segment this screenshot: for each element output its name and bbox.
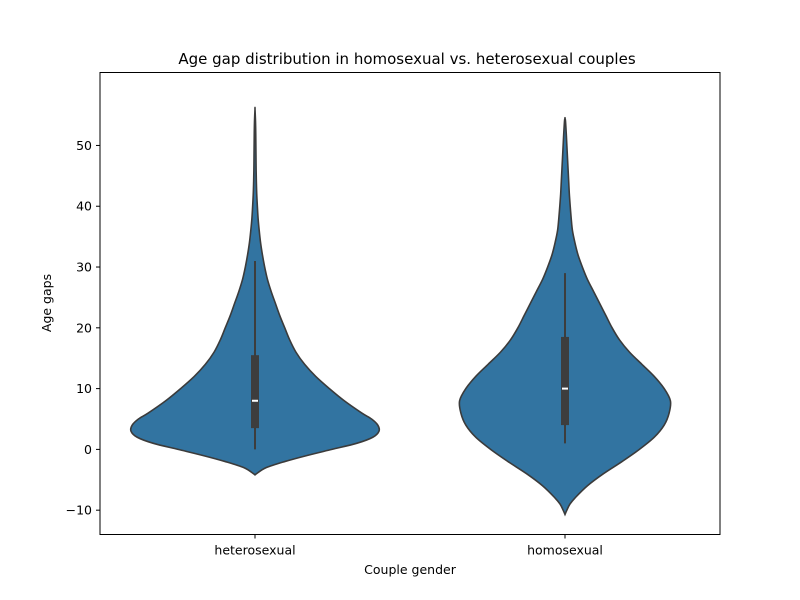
chart-title: Age gap distribution in homosexual vs. h… xyxy=(178,50,635,68)
y-tick-label: 0 xyxy=(84,442,92,457)
median-marker xyxy=(562,387,568,390)
violins-group xyxy=(129,106,672,517)
violin-homosexual xyxy=(458,116,672,517)
x-tick-label: heterosexual xyxy=(214,543,295,558)
median-marker xyxy=(252,399,258,402)
plot-frame xyxy=(99,72,721,535)
y-tick-label: 40 xyxy=(76,199,92,214)
x-axis-label: Couple gender xyxy=(364,562,457,577)
y-axis: −10 0 10 20 30 40 50 xyxy=(66,138,100,518)
y-tick-label: 10 xyxy=(76,381,92,396)
y-axis-label: Age gaps xyxy=(39,274,54,332)
violin-heterosexual xyxy=(129,106,381,476)
y-tick-label: 50 xyxy=(76,138,92,153)
iqr-box xyxy=(251,355,259,429)
iqr-box xyxy=(561,336,569,426)
x-axis: heterosexual homosexual xyxy=(214,534,603,558)
x-tick-label: homosexual xyxy=(527,543,603,558)
y-tick-label: 30 xyxy=(76,260,92,275)
y-tick-label: 20 xyxy=(76,320,92,335)
y-tick-label: −10 xyxy=(66,503,92,518)
